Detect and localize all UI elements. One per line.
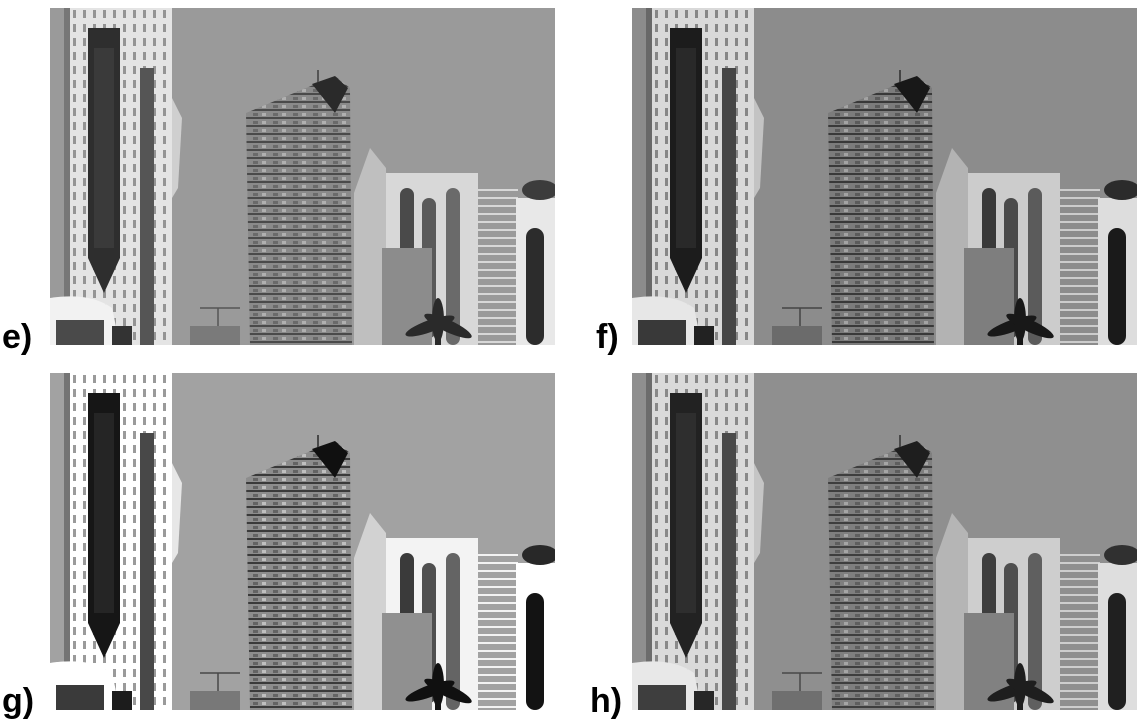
- panel-h: [632, 373, 1137, 710]
- panel-e: [50, 8, 555, 345]
- panel-label-h: h): [590, 682, 623, 720]
- photo-panel-e: [50, 8, 555, 345]
- panel-label-f: f): [596, 318, 619, 356]
- panel-label-e: e): [2, 318, 33, 356]
- panel-g: [50, 373, 555, 710]
- photo-panel-h: [632, 373, 1137, 710]
- photo-panel-g: [50, 373, 555, 710]
- photo-panel-f: [632, 8, 1137, 345]
- panel-f: [632, 8, 1137, 345]
- panel-label-g: g): [2, 682, 35, 720]
